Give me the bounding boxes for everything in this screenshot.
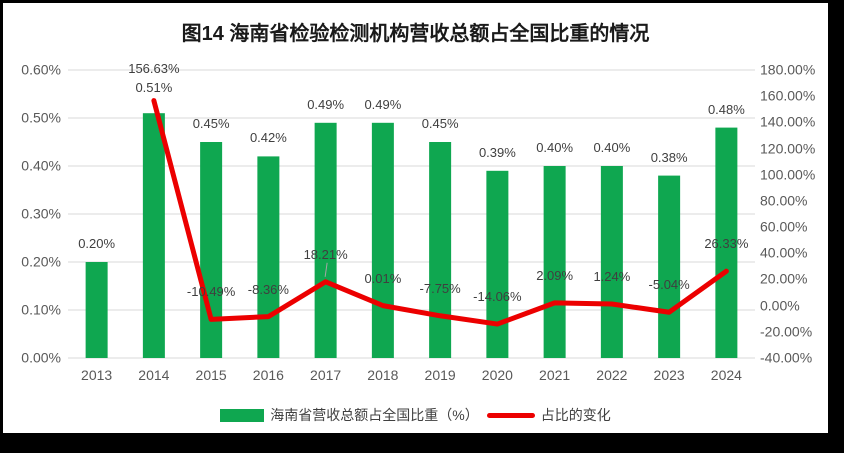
bar-2016	[257, 156, 280, 358]
line-series-swatch-icon	[486, 412, 535, 418]
bar-data-label: 0.49%	[307, 96, 345, 112]
bar-data-label: 0.40%	[593, 140, 631, 155]
chart-title: 图14 海南省检验检测机构营收总额占全国比重的情况	[181, 23, 650, 45]
bar-data-label: 0.40%	[536, 140, 574, 155]
line-data-label: 156.63%	[128, 60, 180, 76]
line-data-label: 18.21%	[303, 246, 348, 262]
line-data-label: 1.24%	[593, 269, 631, 284]
bar-2020	[486, 170, 509, 358]
x-axis-label: 2014	[138, 367, 170, 383]
line-data-label: 26.33%	[704, 236, 749, 252]
x-axis-label: 2018	[367, 367, 399, 383]
bar-2019	[429, 142, 452, 358]
right-axis-tick: 160.00%	[760, 87, 816, 104]
x-axis-label: 2017	[310, 367, 342, 383]
left-axis-tick: 0.40%	[21, 157, 61, 174]
line-data-label: -8.36%	[247, 281, 289, 297]
right-axis-tick: 140.00%	[760, 113, 816, 130]
left-axis-tick: 0.60%	[21, 61, 61, 78]
legend-label-line-series: 占比的变化	[540, 407, 611, 423]
change-line	[151, 98, 729, 327]
bar-data-label: 0.49%	[364, 96, 402, 112]
right-axis-tick: 80.00%	[760, 192, 808, 209]
label-leader-line	[324, 262, 328, 277]
right-axis-tick: -40.00%	[760, 349, 813, 366]
left-axis-tick: 0.10%	[21, 301, 61, 318]
x-axis-label: 2019	[424, 367, 456, 383]
legend-item-line-series: 占比的变化	[486, 405, 611, 425]
bar-data-label: 0.45%	[421, 116, 459, 131]
bar-data-label: 0.42%	[249, 130, 287, 146]
bar-2022	[600, 166, 623, 358]
bar-data-label: 0.20%	[78, 236, 116, 251]
x-axis-label: 2022	[596, 367, 628, 383]
bar-2024	[715, 127, 738, 358]
x-axis-label: 2024	[710, 367, 742, 383]
bar-2021	[543, 166, 566, 358]
right-axis-tick: -20.00%	[760, 323, 813, 340]
right-axis-tick: 20.00%	[760, 270, 808, 287]
bar-data-label: 0.48%	[707, 101, 745, 117]
bar-2023	[658, 175, 681, 358]
bar-data-label: 0.45%	[192, 116, 230, 131]
right-axis-tick: 180.00%	[760, 61, 816, 78]
bar-series-swatch-icon	[220, 408, 265, 422]
line-data-label: -5.04%	[648, 277, 690, 293]
x-axis-label: 2016	[252, 367, 284, 383]
line-data-label: 2.09%	[536, 267, 574, 283]
legend-label-bar-series: 海南省营收总额占全国比重（%）	[270, 407, 479, 423]
line-data-label: -7.75%	[419, 280, 461, 296]
right-axis-tick: 60.00%	[760, 218, 808, 235]
plot-svg	[68, 69, 755, 359]
line-data-label: -10.49%	[186, 284, 236, 300]
left-axis-tick: 0.50%	[21, 109, 61, 126]
legend-item-bar-series: 海南省营收总额占全国比重（%）	[220, 405, 479, 425]
x-axis-label: 2015	[195, 367, 227, 383]
x-axis-label: 2020	[481, 367, 513, 383]
chart-canvas: 图14 海南省检验检测机构营收总额占全国比重的情况 0.60% 0.50% 0.40…	[3, 3, 828, 433]
line-data-label: 0.01%	[364, 270, 402, 286]
right-axis-tick: 40.00%	[760, 244, 808, 261]
bar-data-label: 0.38%	[650, 149, 688, 165]
bar-2017	[314, 122, 337, 358]
left-axis-tick: 0.30%	[21, 205, 61, 222]
right-axis-tick: 0.00%	[760, 297, 800, 314]
right-axis-tick: 100.00%	[760, 166, 816, 183]
bar-2015	[200, 142, 223, 358]
line-data-label: -14.06%	[473, 289, 522, 305]
bar-data-label: 0.51%	[135, 80, 173, 96]
left-axis-tick: 0.00%	[21, 349, 61, 366]
x-axis-label: 2023	[653, 367, 685, 383]
left-axis-tick: 0.20%	[21, 253, 61, 270]
right-axis-tick: 120.00%	[760, 140, 816, 157]
bar-2013	[85, 262, 108, 358]
bar-data-label: 0.39%	[478, 144, 516, 160]
x-axis-label: 2021	[539, 367, 571, 383]
legend: 海南省营收总额占全国比重（%） 占比的变化	[3, 402, 828, 428]
bar-2018	[371, 122, 394, 358]
x-axis-label: 2013	[81, 367, 113, 383]
bar-2014	[142, 113, 165, 358]
